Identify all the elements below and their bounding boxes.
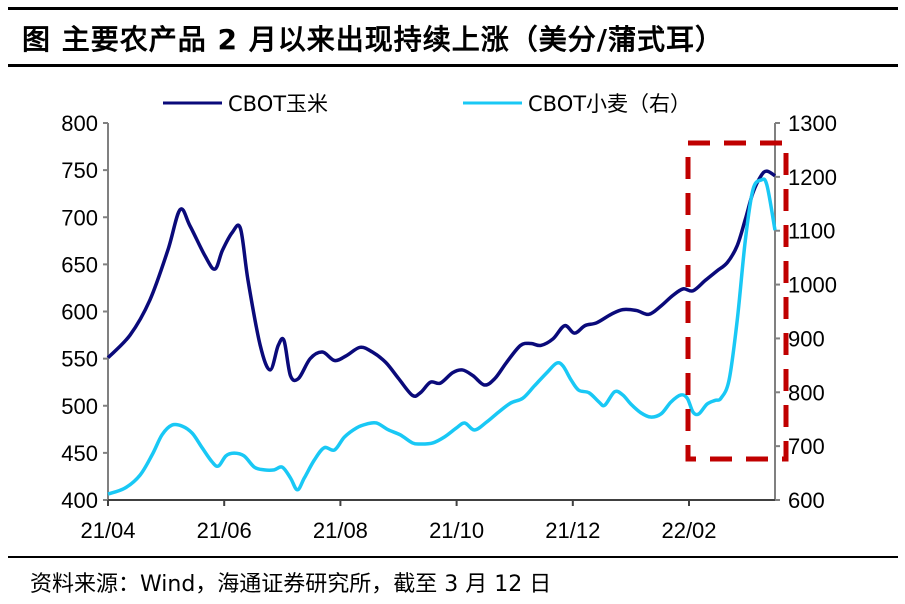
top-rule	[8, 7, 898, 10]
x-tick-label: 21/04	[80, 518, 135, 543]
y-right-tick-label: 600	[788, 488, 825, 513]
y-right-tick-label: 1300	[788, 111, 837, 136]
x-tick-label: 21/10	[429, 518, 484, 543]
y-left-tick-label: 550	[61, 347, 98, 372]
legend-label-wheat: CBOT小麦（右）	[528, 92, 691, 116]
legend-label-corn: CBOT玉米	[228, 92, 328, 116]
x-tick-label: 21/08	[313, 518, 368, 543]
series-wheat-line	[107, 177, 777, 496]
footer-rule	[8, 556, 898, 558]
highlight-box	[685, 140, 789, 462]
x-tick-label: 21/06	[197, 518, 252, 543]
series-corn-line	[106, 169, 776, 398]
y-right-tick-label: 1100	[788, 219, 835, 244]
y-left-tick-label: 400	[61, 488, 98, 513]
source-note: 资料来源：Wind，海通证券研究所，截至 3 月 12 日	[30, 572, 552, 597]
y-left-tick-label: 650	[61, 252, 98, 277]
chart: 400 450 500 550 600 650 700 750 800 600 700 800 900 1…	[61, 92, 837, 543]
x-tick-label: 21/12	[545, 518, 600, 543]
legend: CBOT玉米 CBOT小麦（右）	[163, 92, 691, 116]
y-right-tick-label: 1200	[788, 165, 837, 190]
y-left-tick-label: 500	[61, 394, 98, 419]
y-right-tick-label: 900	[788, 326, 825, 351]
y-left-tick-label: 700	[61, 205, 98, 230]
x-tick-label: 22/02	[661, 518, 716, 543]
chart-title: 图 主要农产品 2 月以来出现持续上涨（美分/蒲式耳）	[22, 23, 724, 56]
y-left-tick-label: 800	[61, 111, 98, 136]
title-rule	[8, 64, 898, 67]
y-right-tick-label: 1000	[788, 273, 837, 298]
y-right-tick-label: 700	[788, 434, 825, 459]
y-right-tick-label: 800	[788, 380, 825, 405]
y-left-tick-label: 450	[61, 441, 98, 466]
y-left-tick-label: 750	[61, 158, 98, 183]
y-left-tick-label: 600	[61, 300, 98, 325]
